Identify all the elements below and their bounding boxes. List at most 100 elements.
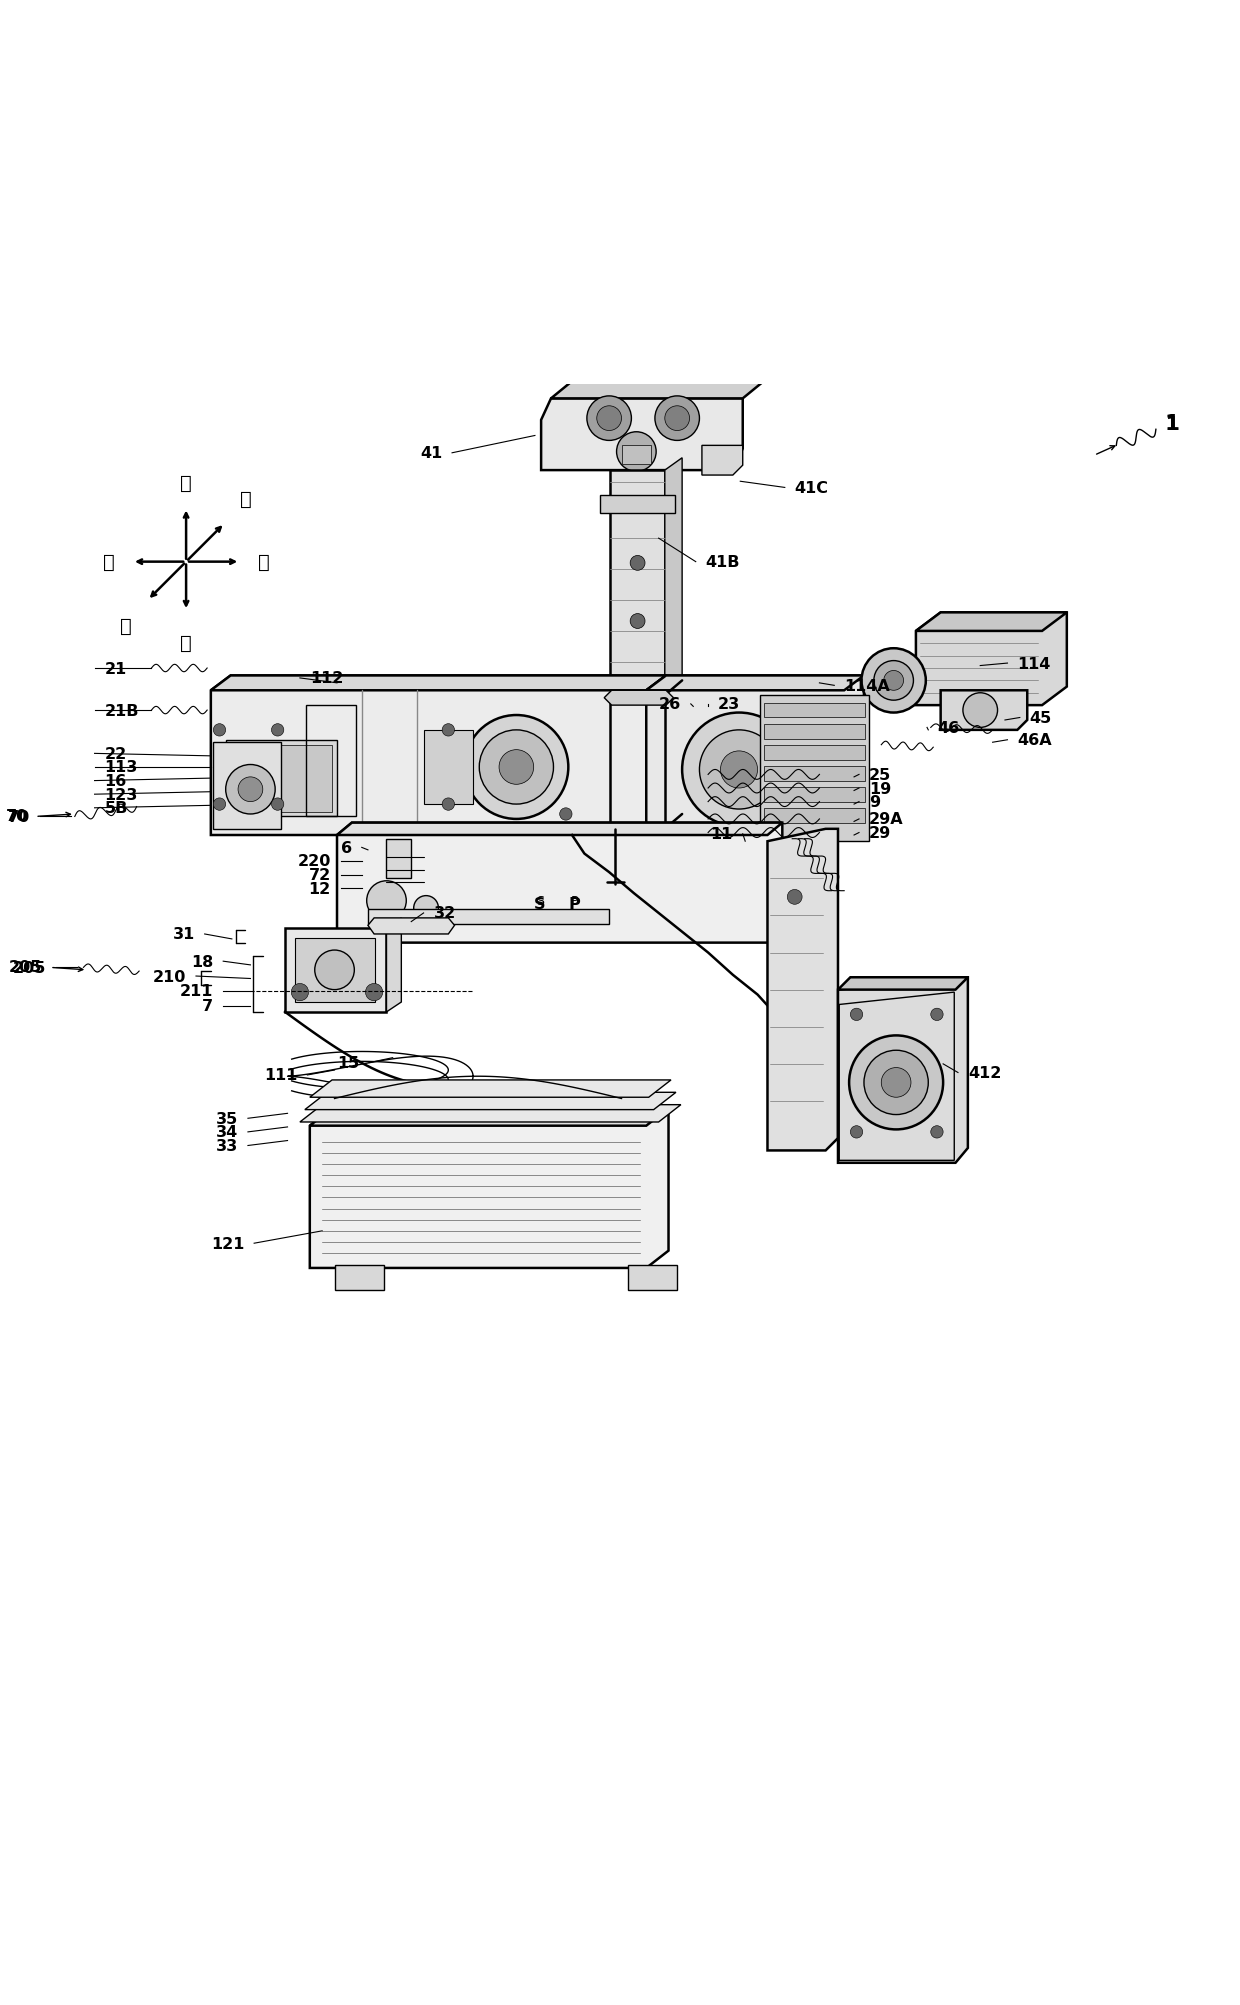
Polygon shape (760, 696, 869, 842)
Bar (764, 766, 866, 782)
Text: 16: 16 (104, 774, 126, 788)
Text: 后: 后 (103, 553, 114, 571)
Text: 412: 412 (968, 1065, 1001, 1081)
Text: 22: 22 (104, 746, 126, 762)
Text: 72: 72 (309, 868, 331, 882)
Polygon shape (768, 830, 838, 1151)
Text: 前: 前 (258, 553, 269, 571)
Polygon shape (335, 1265, 384, 1291)
Polygon shape (387, 918, 402, 1013)
Text: 205: 205 (12, 960, 46, 974)
Circle shape (874, 662, 914, 702)
Text: 21B: 21B (104, 704, 139, 718)
Bar (295, 938, 376, 1002)
Circle shape (616, 433, 656, 471)
Text: 25: 25 (869, 768, 892, 782)
Circle shape (238, 778, 263, 802)
Polygon shape (211, 676, 666, 836)
Text: 113: 113 (104, 760, 138, 776)
Text: 7: 7 (202, 998, 213, 1015)
Circle shape (787, 890, 802, 904)
Text: 123: 123 (104, 788, 138, 802)
Text: 33: 33 (216, 1139, 238, 1153)
Bar (764, 704, 866, 718)
Text: 31: 31 (172, 926, 195, 942)
Polygon shape (838, 978, 968, 990)
Text: 41B: 41B (706, 555, 740, 569)
Polygon shape (285, 928, 387, 1013)
Circle shape (272, 724, 284, 736)
Circle shape (699, 730, 779, 810)
Polygon shape (916, 614, 1066, 632)
Polygon shape (337, 824, 782, 942)
Polygon shape (610, 471, 665, 696)
Circle shape (465, 716, 568, 820)
Circle shape (587, 397, 631, 441)
Circle shape (596, 407, 621, 431)
Circle shape (851, 1127, 863, 1139)
Circle shape (862, 650, 926, 714)
Polygon shape (300, 1105, 681, 1123)
Circle shape (443, 724, 455, 736)
Polygon shape (838, 978, 968, 1163)
Circle shape (849, 1037, 944, 1131)
Text: 9: 9 (869, 794, 880, 810)
Text: 5B: 5B (104, 800, 128, 816)
Text: 左: 左 (120, 616, 131, 636)
Circle shape (931, 1009, 944, 1021)
Polygon shape (941, 692, 1027, 730)
Circle shape (213, 798, 226, 810)
Polygon shape (600, 495, 675, 513)
Circle shape (782, 730, 807, 756)
Polygon shape (541, 399, 743, 471)
Circle shape (665, 407, 689, 431)
Circle shape (655, 397, 699, 441)
Polygon shape (627, 1265, 677, 1291)
Text: 上: 上 (180, 473, 192, 493)
Polygon shape (305, 1093, 676, 1111)
Text: 121: 121 (211, 1237, 244, 1251)
Bar (764, 788, 866, 802)
Text: S: S (536, 894, 544, 908)
Circle shape (272, 798, 284, 810)
Text: P: P (569, 896, 580, 910)
Text: 26: 26 (658, 698, 681, 712)
Polygon shape (310, 1081, 671, 1097)
Text: 220: 220 (298, 854, 331, 868)
Text: 下: 下 (180, 634, 192, 654)
Polygon shape (621, 447, 651, 465)
Text: 右: 右 (241, 489, 252, 509)
Text: 12: 12 (309, 882, 331, 896)
Text: 35: 35 (216, 1111, 238, 1127)
Polygon shape (665, 459, 682, 696)
Polygon shape (368, 918, 455, 934)
Polygon shape (387, 840, 412, 878)
Circle shape (630, 555, 645, 571)
Polygon shape (368, 910, 609, 924)
Polygon shape (916, 614, 1066, 706)
Text: 18: 18 (191, 954, 213, 968)
Circle shape (443, 798, 455, 810)
Text: 6: 6 (341, 840, 352, 856)
Circle shape (315, 950, 355, 990)
Bar (231, 746, 332, 812)
Text: 11: 11 (711, 826, 733, 842)
Text: 205: 205 (9, 958, 42, 974)
Circle shape (498, 750, 533, 784)
Circle shape (559, 808, 572, 820)
Circle shape (884, 672, 904, 692)
Text: 210: 210 (153, 968, 186, 984)
Text: 111: 111 (264, 1069, 298, 1083)
Text: 21: 21 (104, 662, 126, 676)
Circle shape (226, 766, 275, 814)
Polygon shape (646, 676, 864, 830)
Polygon shape (424, 730, 474, 804)
Circle shape (864, 1051, 929, 1115)
Text: 19: 19 (869, 782, 892, 796)
Text: 1: 1 (1164, 413, 1179, 433)
Circle shape (804, 748, 823, 768)
Circle shape (851, 1009, 863, 1021)
Circle shape (366, 984, 383, 1000)
Polygon shape (702, 447, 743, 475)
Text: 41C: 41C (795, 481, 828, 495)
